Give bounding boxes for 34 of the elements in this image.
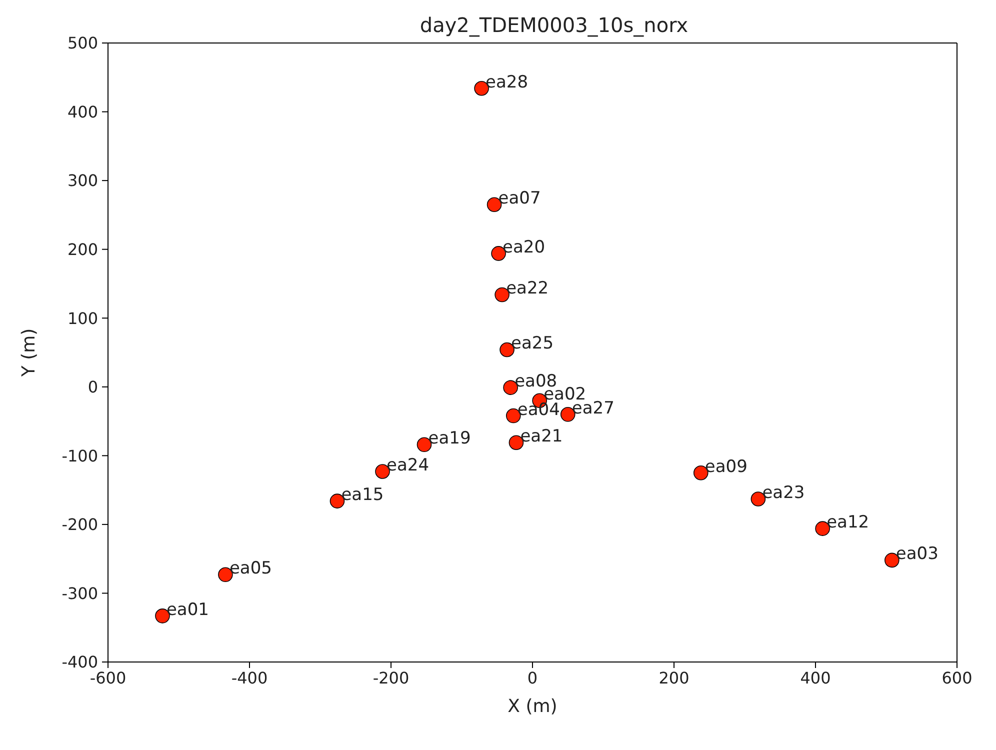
annotation: ea23	[762, 482, 805, 503]
y-tick-label: 400	[67, 102, 98, 122]
y-tick-label: 100	[67, 308, 98, 328]
annotation: ea12	[826, 512, 870, 533]
x-tick-label: 400	[800, 668, 831, 688]
annotation: ea15	[341, 485, 384, 506]
annotation: ea27	[572, 398, 614, 418]
annotation: ea20	[502, 237, 546, 258]
x-tick-label: 0	[527, 668, 538, 688]
annotation: ea21	[520, 426, 563, 447]
y-tick-label: -300	[62, 584, 98, 603]
y-tick-label: 200	[67, 240, 98, 260]
annotation: ea07	[498, 188, 541, 209]
y-tick-label: -200	[62, 515, 98, 534]
annotation: ea25	[511, 334, 554, 354]
chart-title: day2_TDEM0003_10s_norx	[420, 13, 688, 37]
annotation: ea09	[704, 456, 748, 477]
annotation: ea05	[229, 558, 272, 579]
x-axis-title: X (m)	[508, 696, 558, 717]
annotation: ea19	[428, 428, 471, 449]
annotation: ea03	[896, 544, 938, 564]
x-tick-label: 200	[658, 668, 690, 688]
x-tick-label: -200	[372, 668, 410, 688]
y-tick-label: 500	[67, 34, 98, 53]
x-tick-label: 600	[942, 668, 972, 688]
x-tick-label: -400	[231, 668, 268, 688]
y-tick-label: 300	[67, 171, 98, 190]
y-tick-label: -100	[62, 446, 98, 466]
annotation: ea28	[486, 72, 528, 92]
y-axis-title: Y (m)	[18, 328, 40, 378]
annotation: ea01	[166, 600, 209, 620]
annotation: ea22	[506, 278, 549, 299]
y-tick-label: 0	[88, 378, 98, 397]
annotation: ea24	[386, 455, 430, 476]
